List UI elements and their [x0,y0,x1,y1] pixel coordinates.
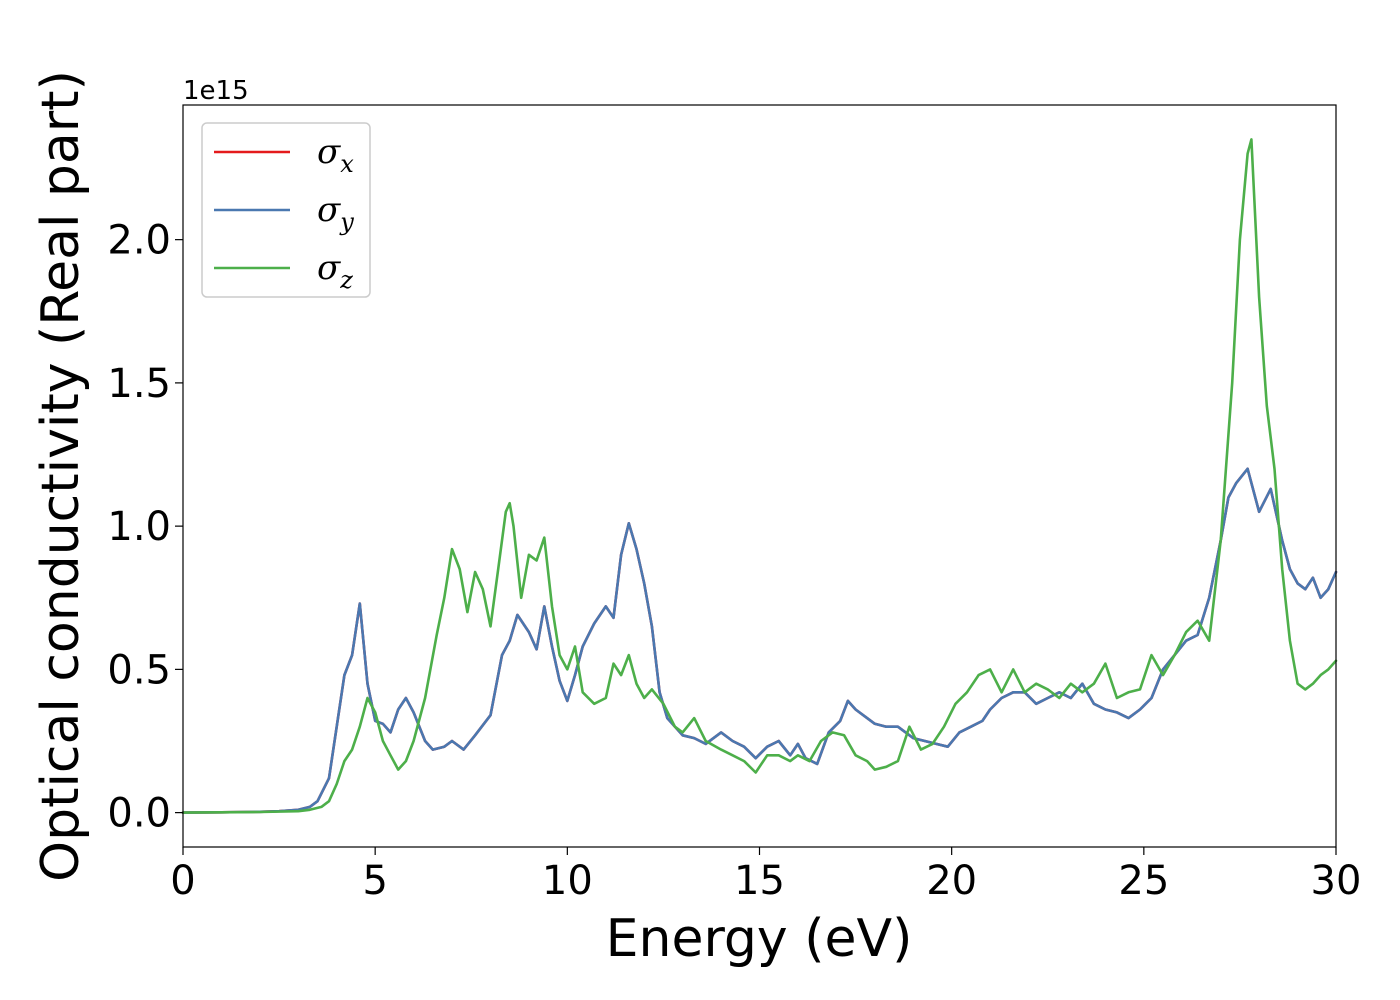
series-line-x [181,467,1338,814]
legend-label-z: σz [317,248,353,294]
x-tick-label: 25 [1118,858,1169,904]
legend: σx σy σz [201,122,371,298]
x-tick-label: 20 [926,858,977,904]
y-tick-label: 2.0 [107,218,171,264]
y-axis-label: Optical conductivity (Real part) [31,70,91,882]
y-tick-label: 0.0 [107,791,171,837]
x-tick-label: 15 [734,858,785,904]
legend-label-x: σx [317,132,354,178]
series-line-y [181,467,1338,814]
y-tick-label: 1.0 [107,504,171,550]
x-tick-label: 10 [542,858,593,904]
x-axis-label: Energy (eV) [606,909,913,969]
x-tick-label: 30 [1311,858,1362,904]
y-axis-ticks: 0.0 0.5 1.0 1.5 2.0 [107,218,183,837]
y-offset-label: 1e15 [183,76,249,106]
x-axis-ticks: 0 5 10 15 20 25 30 [170,847,1361,904]
x-tick-label: 5 [362,858,387,904]
legend-label-y: σy [317,190,354,236]
y-tick-label: 1.5 [107,361,171,407]
x-tick-label: 0 [170,858,195,904]
series-line-z [181,138,1338,814]
y-tick-label: 0.5 [107,647,171,693]
plot-lines-group [181,138,1338,814]
